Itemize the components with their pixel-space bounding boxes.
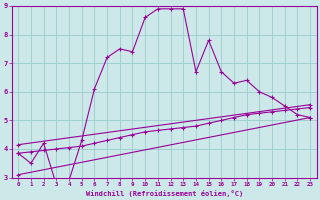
X-axis label: Windchill (Refroidissement éolien,°C): Windchill (Refroidissement éolien,°C): [85, 190, 243, 197]
